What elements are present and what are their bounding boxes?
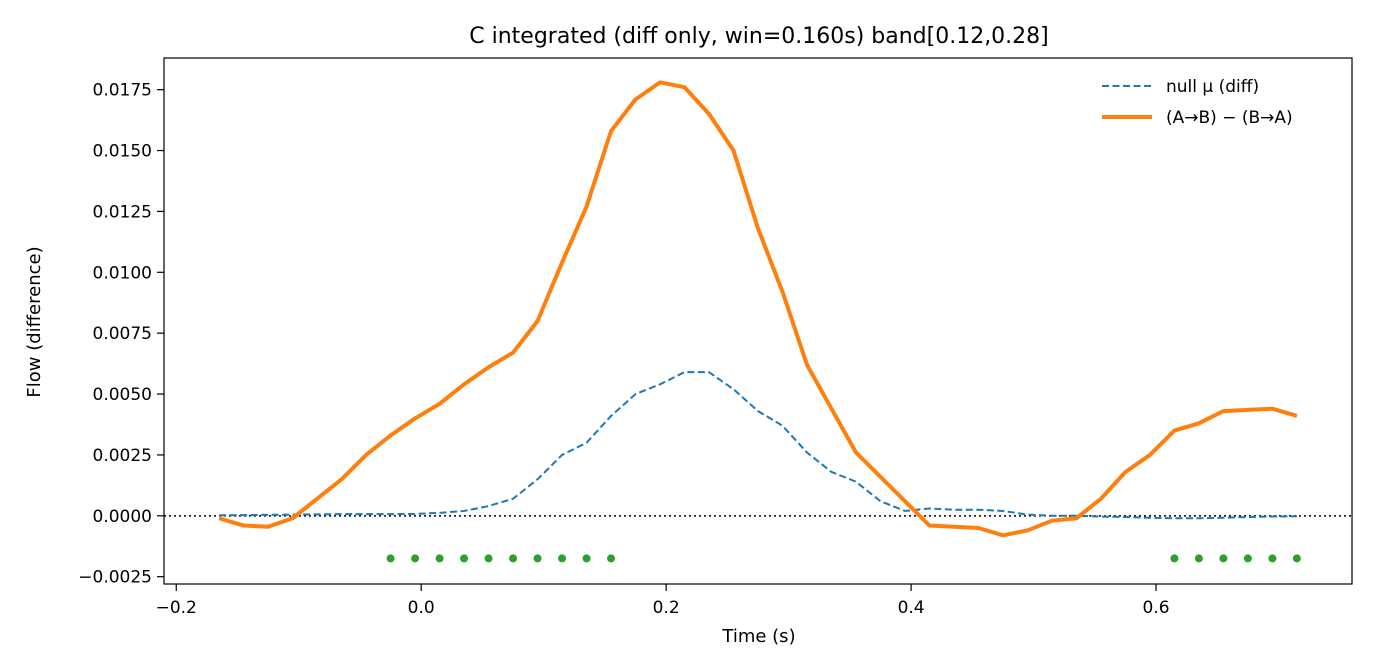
y-tick-label: 0.0125 — [93, 202, 152, 222]
significance-marker — [1219, 554, 1228, 563]
x-tick-label: −0.2 — [156, 598, 197, 618]
significance-marker — [460, 554, 469, 563]
series-line-0 — [219, 371, 1297, 520]
x-tick-label: 0.6 — [1143, 598, 1170, 618]
y-tick-label: 0.0100 — [93, 263, 152, 283]
legend-label-1: (A→B) − (B→A) — [1166, 108, 1293, 128]
series-line-1 — [218, 80, 1298, 538]
significance-marker — [1268, 554, 1277, 563]
y-tick-label: 0.0025 — [93, 446, 152, 466]
y-tick-label: 0.0150 — [93, 142, 152, 162]
y-tick-label: 0.0050 — [93, 385, 152, 405]
significance-marker — [484, 554, 493, 563]
significance-marker — [1194, 554, 1203, 563]
y-axis-title: Flow (difference) — [24, 246, 45, 397]
x-tick-label: 0.4 — [898, 598, 925, 618]
significance-marker — [1292, 554, 1301, 563]
significance-marker — [435, 554, 444, 563]
x-tick-label: 0.0 — [408, 598, 435, 618]
plot-area — [164, 80, 1352, 563]
significance-marker — [533, 554, 542, 563]
y-tick-label: −0.0025 — [78, 568, 152, 588]
significance-marker — [1170, 554, 1179, 563]
significance-marker — [1243, 554, 1252, 563]
y-axis: −0.0025 0.0000 0.0025 0.0050 0.0075 0.0100 0.0… — [78, 81, 164, 588]
x-axis-title: Time (s) — [721, 626, 795, 647]
significance-marker — [411, 554, 420, 563]
legend: null μ (diff) (A→B) − (B→A) — [1102, 77, 1293, 128]
chart-title: C integrated (diff only, win=0.160s) ban… — [469, 24, 1049, 49]
y-tick-label: 0.0075 — [93, 324, 152, 344]
significance-marker — [509, 554, 518, 563]
y-tick-label: 0.0175 — [93, 81, 152, 101]
plot-frame — [163, 57, 1353, 585]
significance-marker — [386, 554, 395, 563]
significance-marker — [558, 554, 567, 563]
significance-marker — [607, 554, 616, 563]
x-tick-label: 0.2 — [653, 598, 680, 618]
y-tick-label: 0.0000 — [93, 507, 152, 527]
significance-marker — [582, 554, 591, 563]
legend-label-0: null μ (diff) — [1166, 77, 1259, 97]
x-axis: −0.2 0.0 0.2 0.4 0.6 — [156, 584, 1170, 618]
